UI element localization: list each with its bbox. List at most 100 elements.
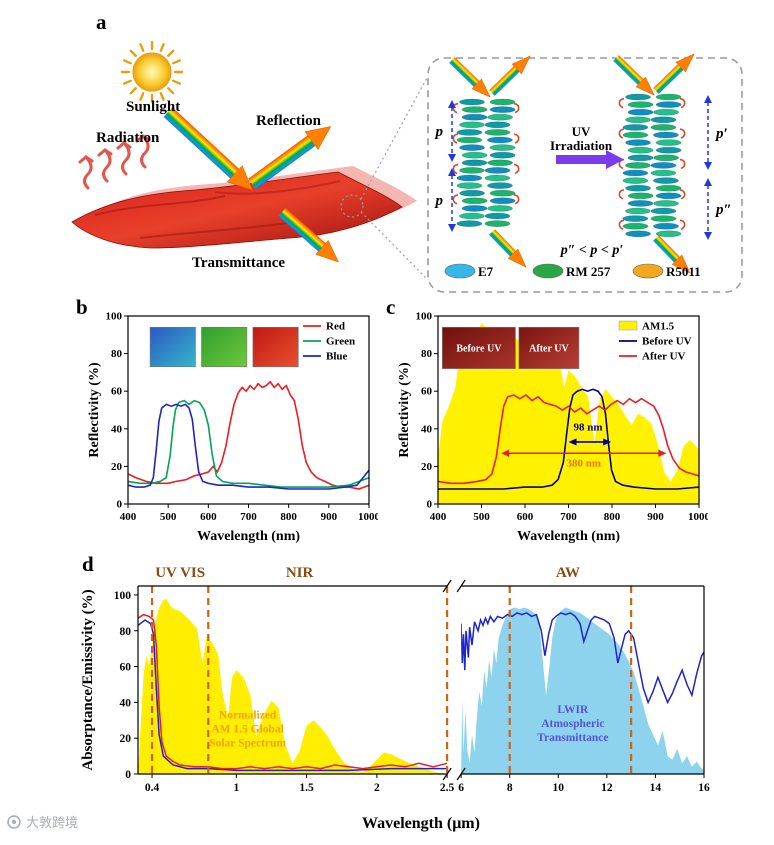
panel-a-schematic: Sunlight Radiation Reflection Transmitta… — [71, 40, 743, 293]
helix-disc — [487, 159, 513, 167]
annotation-line: AM 1.5 Global — [211, 723, 284, 735]
helix-disc — [484, 167, 511, 174]
helix-disc — [650, 162, 677, 169]
x-tick-label: 8 — [507, 782, 513, 794]
inset-sample-image — [252, 326, 299, 368]
helix-disc — [489, 151, 516, 159]
radiation-label: Radiation — [96, 130, 160, 146]
legend-label: Red — [326, 321, 345, 333]
inset-transmitted-arrow — [489, 229, 516, 257]
spectral-region-label: AW — [556, 565, 580, 581]
legend-label: After UV — [642, 351, 686, 363]
sun-ray — [139, 43, 145, 52]
sun-ray — [123, 59, 132, 65]
helix-disc — [487, 182, 513, 189]
pitch-relation-label: p″ < p < p′ — [560, 243, 624, 258]
legend-label: Green — [326, 336, 355, 348]
helix-disc — [489, 144, 516, 151]
chiral-twist-arrow — [452, 194, 459, 205]
helix-disc — [489, 106, 516, 113]
x-tick-label: 800 — [604, 511, 621, 523]
chiral-twist-arrow — [513, 163, 520, 175]
inset-incident-arrow-head — [635, 76, 655, 96]
pitch-p-top-label: p — [434, 124, 444, 140]
x-tick-label: 6 — [458, 782, 464, 794]
x-tick-label: 700 — [560, 511, 577, 523]
inset-sample-label: After UV — [529, 343, 569, 354]
reflection-arrow — [248, 135, 316, 190]
annotation-line: Solar Spectrum — [209, 737, 286, 749]
panel-a-artwork — [78, 40, 712, 274]
annotation-label: 380 nm — [566, 457, 601, 469]
helix-disc — [484, 121, 511, 129]
x-tick-label: 600 — [517, 511, 534, 523]
zoom-connector-line — [360, 75, 429, 200]
radiation-arrow — [140, 134, 150, 169]
pitch-p-double-prime-label: p″ — [714, 202, 732, 218]
helix-disc — [461, 205, 488, 212]
helix-disc — [622, 124, 649, 131]
inset-incident-arrow — [449, 57, 480, 87]
film-texture — [94, 195, 226, 216]
y-tick-label: 20 — [421, 461, 433, 473]
inset-sample-image — [201, 326, 248, 368]
x-tick-label: 1000 — [358, 511, 378, 523]
panel-c-letter: c — [386, 295, 396, 319]
annotation-line: Normalized — [219, 709, 277, 721]
x-axis-label: Wavelength (nm) — [197, 529, 300, 544]
inset-transmitted-arrow-head — [507, 248, 527, 268]
inset-incident-arrow — [613, 55, 644, 85]
helix-disc — [650, 169, 677, 177]
helix-disc — [456, 129, 483, 136]
helix-disc — [461, 151, 488, 159]
e7-swatch — [444, 263, 476, 279]
legend-swatch — [618, 320, 638, 331]
radiative-cooling-film — [71, 171, 403, 249]
helix-disc — [461, 197, 488, 205]
inset-reflected-arrow-head — [511, 55, 531, 75]
helix-disc — [627, 192, 654, 200]
helix-disc — [456, 174, 483, 182]
panel-b-letter: b — [76, 295, 88, 319]
red-curve — [127, 380, 370, 490]
x-tick-label: 600 — [200, 511, 217, 523]
chiral-twist-arrow — [679, 128, 686, 139]
panel-a-letter: a — [96, 10, 107, 34]
helix-disc — [625, 116, 651, 124]
spectral-region-label: NIR — [286, 565, 314, 581]
helix-disc — [655, 184, 682, 192]
sun-ray — [139, 92, 145, 101]
spectral-region-label: UV VIS — [155, 565, 205, 581]
y-tick-label: 60 — [120, 662, 132, 674]
y-tick-label: 40 — [120, 697, 132, 709]
y-tick-label: 100 — [106, 311, 123, 323]
annotation-line: Atmospheric — [541, 718, 604, 730]
green-curve — [127, 399, 370, 488]
rm257-swatch — [532, 263, 564, 279]
x-tick-label: 900 — [647, 511, 664, 523]
x-axis-label: Wavelength (nm) — [517, 529, 620, 544]
panel-c-chart-container: Before UV After UV 400 500 600 700 800 900 1000 0… — [396, 300, 711, 553]
chiral-twist-arrow — [513, 102, 520, 114]
helix-disc — [650, 116, 677, 124]
sunlight-arrow — [163, 107, 240, 179]
chiral-twist-arrow — [618, 219, 625, 230]
helix-disc — [461, 113, 488, 121]
x-tick-label: 900 — [321, 511, 338, 523]
helix-disc — [650, 215, 677, 222]
sun-ray — [123, 79, 132, 85]
helix-disc — [655, 93, 682, 101]
inset-transmitted-arrow-head — [671, 254, 691, 274]
helix-disc — [627, 154, 654, 162]
x-tick-label: 2 — [374, 782, 380, 794]
x-tick-label: 16 — [698, 782, 710, 794]
legend-label: Blue — [326, 351, 348, 363]
sun-ray — [129, 87, 137, 95]
y-tick-label: 80 — [421, 348, 433, 360]
r5011-swatch — [632, 263, 664, 279]
annotation-label: 98 nm — [574, 422, 603, 434]
legend-label: AM1.5 — [642, 321, 675, 333]
x-tick-label: 400 — [120, 511, 137, 523]
y-tick-label: 60 — [421, 386, 433, 398]
helix-disc — [627, 146, 654, 154]
